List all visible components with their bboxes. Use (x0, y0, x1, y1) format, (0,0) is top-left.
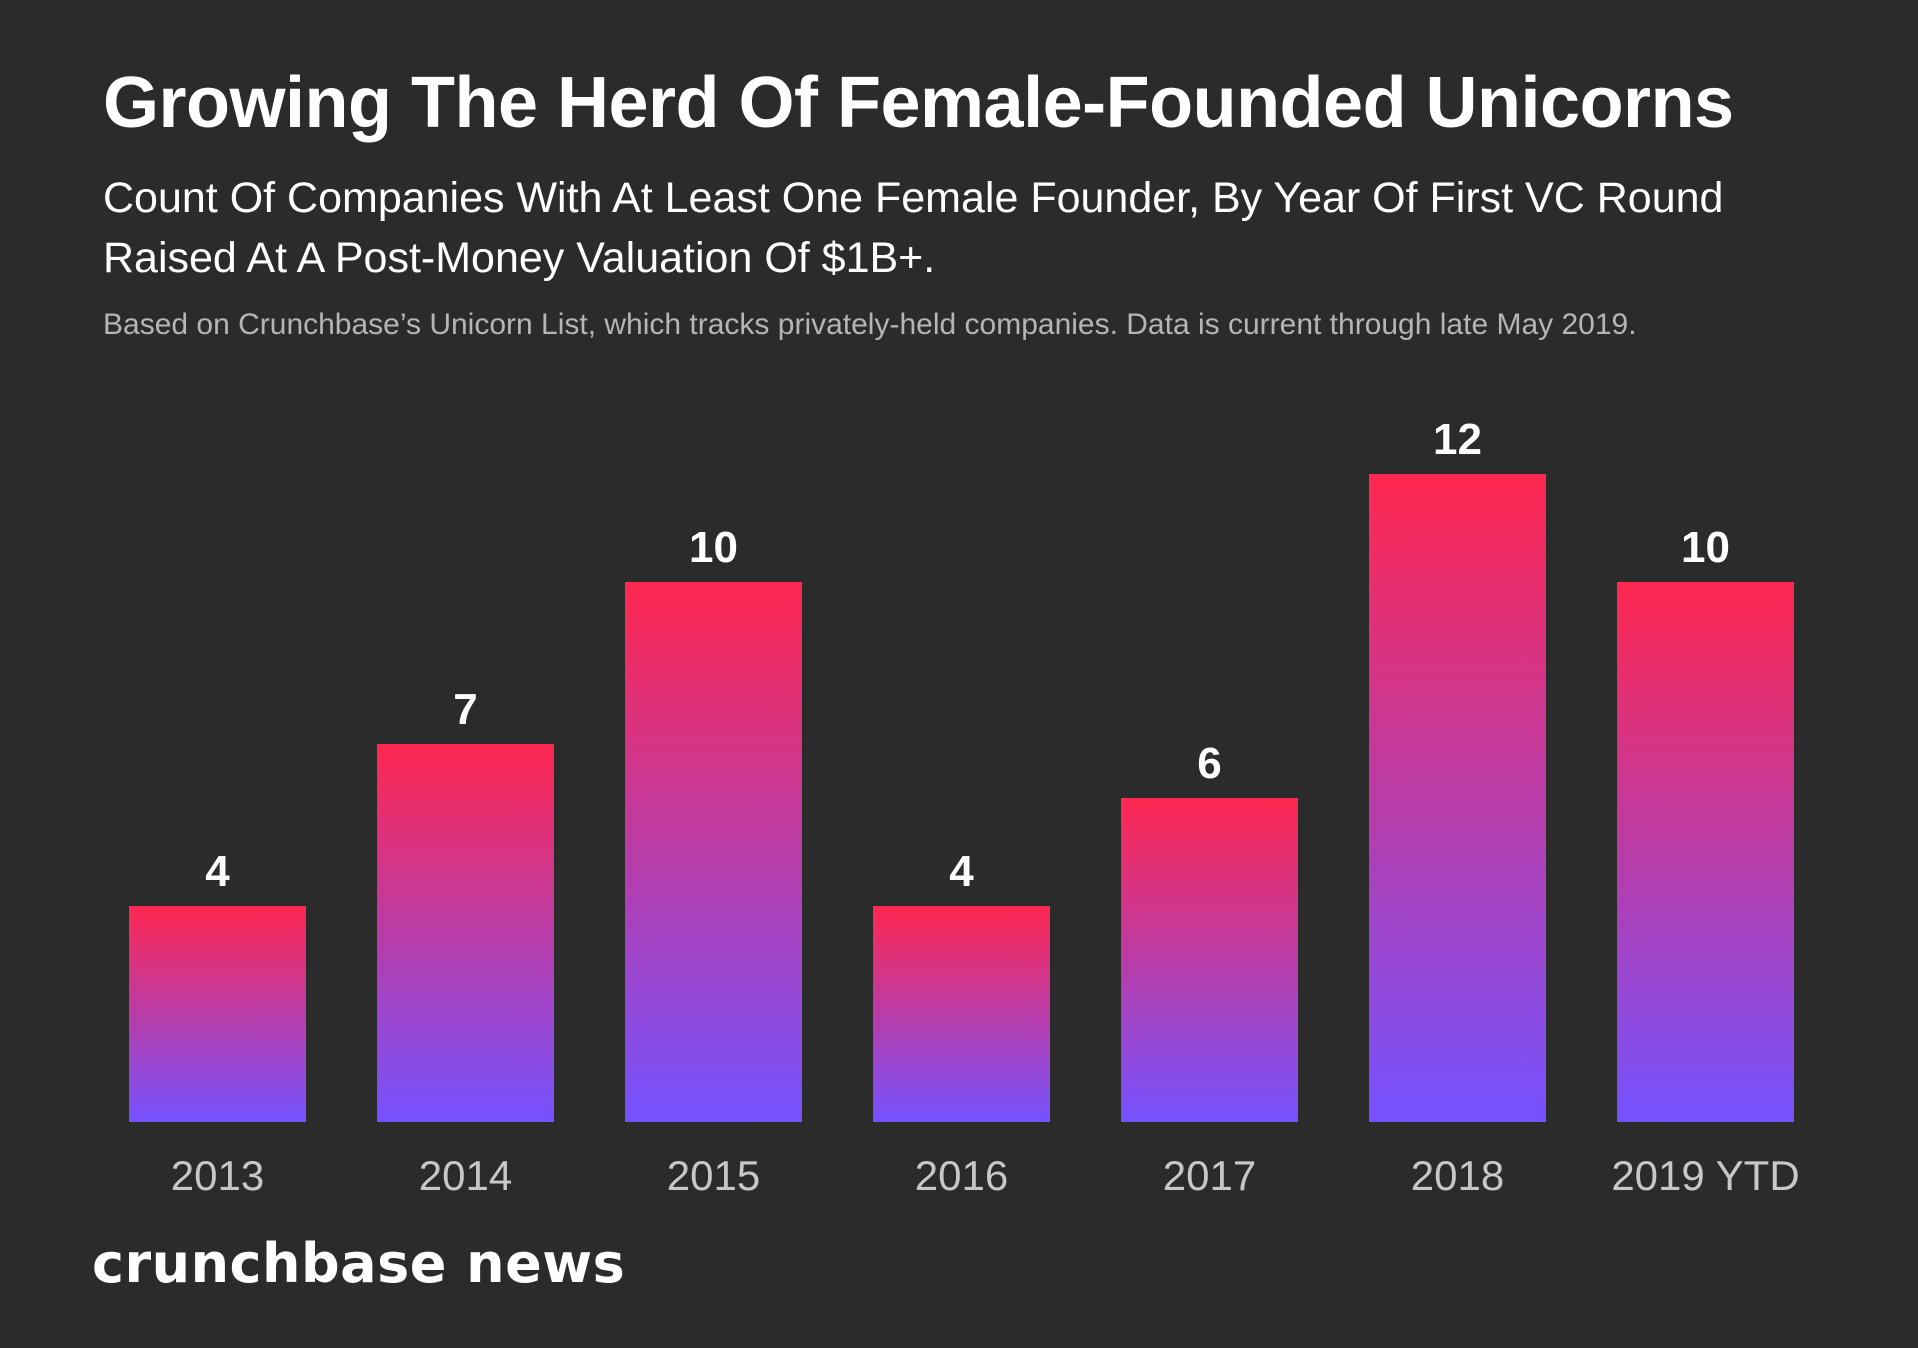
bar-2015 (625, 582, 802, 1122)
data-label: 4 (949, 847, 974, 896)
chart-title: Growing The Herd Of Female-Founded Unico… (103, 63, 1734, 143)
category-label: 2013 (171, 1152, 264, 1199)
bar-2013 (129, 906, 306, 1122)
crunchbase-news-logo: crunchbase news (92, 1232, 626, 1295)
data-label: 7 (453, 685, 477, 734)
category-label: 2014 (419, 1152, 512, 1199)
category-label: 2017 (1163, 1152, 1256, 1199)
bars-layer: 4 2013 7 2014 10 2015 4 2016 6 2017 12 2018 10 2019 Y… (129, 415, 1800, 1199)
bar-2014 (377, 744, 554, 1122)
data-label: 6 (1197, 739, 1221, 788)
chart-subtitle: Count Of Companies With At Least One Fem… (103, 174, 1724, 282)
bar-2017 (1121, 798, 1298, 1122)
source-note: Based on Crunchbase’s Unicorn List, whic… (103, 308, 1637, 341)
category-label: 2018 (1411, 1152, 1504, 1199)
data-label: 10 (1681, 523, 1730, 572)
data-label: 4 (205, 847, 230, 896)
category-label: 2016 (915, 1152, 1008, 1199)
category-label: 2019 YTD (1611, 1152, 1799, 1199)
data-label: 12 (1433, 415, 1482, 464)
bar-2019-ytd (1617, 582, 1794, 1122)
data-label: 10 (689, 523, 738, 572)
category-label: 2015 (667, 1152, 760, 1199)
bar-2018 (1369, 474, 1546, 1122)
bar-2016 (873, 906, 1050, 1122)
